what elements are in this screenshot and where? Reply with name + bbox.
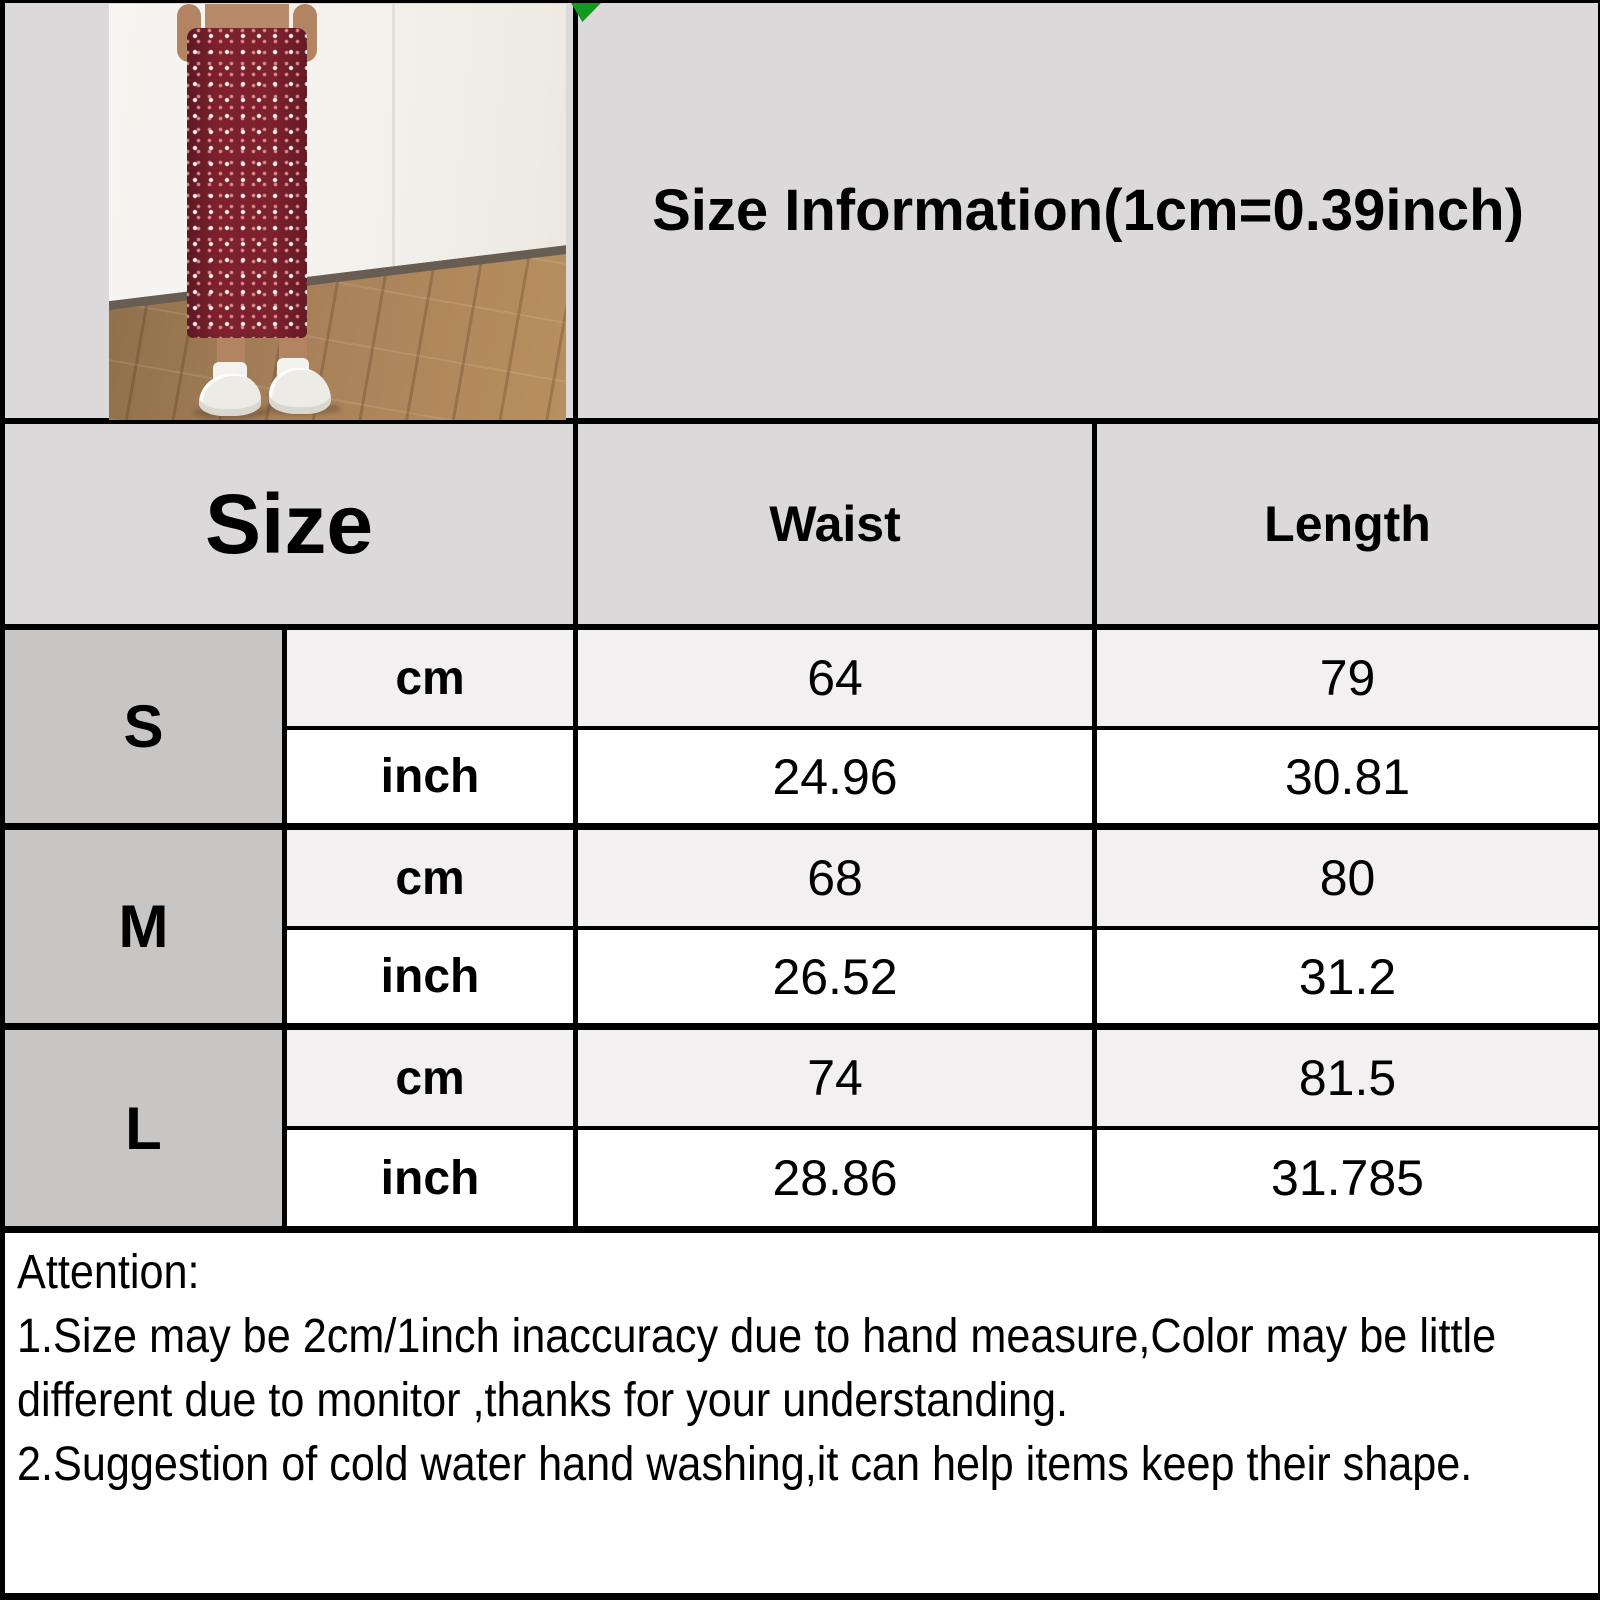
size-information-title: Size Information(1cm=0.39inch): [652, 178, 1524, 243]
size-table: Size Information(1cm=0.39inch) Size Wais…: [5, 3, 1598, 1233]
waist-value: 26.52: [772, 948, 898, 1005]
length-value: 79: [1319, 650, 1376, 706]
size-label-cell-l: L: [5, 1030, 287, 1233]
length-value: 31.2: [1298, 948, 1397, 1005]
attention-heading: Attention:: [17, 1246, 200, 1299]
value-cell: 30.81: [1097, 730, 1598, 830]
attention-line-1: 1.Size may be 2cm/1inch inaccuracy due t…: [17, 1310, 1497, 1363]
unit-cell: cm: [287, 630, 578, 730]
size-information-title-cell: Size Information(1cm=0.39inch): [578, 3, 1598, 424]
value-cell: 24.96: [578, 730, 1097, 830]
length-value: 80: [1319, 850, 1376, 906]
unit-cell: cm: [287, 830, 578, 930]
length-value: 31.785: [1271, 1150, 1424, 1206]
size-label-m: M: [118, 893, 169, 960]
length-column-header-cell: Length: [1097, 424, 1598, 630]
attention-line-3: 2.Suggestion of cold water hand washing,…: [17, 1438, 1473, 1491]
unit-label: cm: [395, 851, 465, 905]
length-value: 30.81: [1284, 748, 1411, 805]
waist-column-header-cell: Waist: [578, 424, 1097, 630]
value-cell: 79: [1097, 630, 1598, 730]
unit-label: inch: [380, 1151, 480, 1205]
length-value: 81.5: [1298, 1050, 1397, 1106]
unit-cell: inch: [287, 1130, 578, 1233]
product-photo: [109, 4, 566, 420]
left-sneaker: [199, 374, 261, 416]
waist-value: 68: [807, 850, 863, 906]
size-label-cell-m: M: [5, 830, 287, 1030]
value-cell: 64: [578, 630, 1097, 730]
waist-value: 24.96: [772, 748, 898, 805]
value-cell: 68: [578, 830, 1097, 930]
size-label-l: L: [125, 1094, 162, 1162]
value-cell: 74: [578, 1030, 1097, 1130]
value-cell: 31.2: [1097, 930, 1598, 1030]
value-cell: 81.5: [1097, 1030, 1598, 1130]
value-cell: 31.785: [1097, 1130, 1598, 1233]
unit-cell: cm: [287, 1030, 578, 1130]
size-column-header-cell: Size: [5, 424, 578, 630]
attention-line-2: different due to monitor ,thanks for you…: [17, 1374, 1069, 1427]
unit-label: inch: [380, 950, 480, 1003]
right-sneaker: [269, 368, 331, 414]
unit-label: cm: [395, 1051, 465, 1105]
unit-cell: inch: [287, 730, 578, 830]
unit-cell: inch: [287, 930, 578, 1030]
unit-label: cm: [395, 651, 465, 705]
size-label-cell-s: S: [5, 630, 287, 830]
waist-value: 64: [807, 650, 863, 706]
attention-notes: Attention: 1.Size may be 2cm/1inch inacc…: [17, 1241, 1598, 1497]
size-column-header: Size: [204, 476, 374, 571]
unit-label: inch: [380, 750, 480, 803]
length-column-header: Length: [1264, 496, 1431, 552]
photo-wall-corner: [392, 4, 396, 279]
waist-value: 74: [807, 1050, 863, 1106]
red-floral-skirt: [187, 28, 307, 338]
value-cell: 80: [1097, 830, 1598, 930]
waist-column-header: Waist: [769, 496, 901, 552]
waist-value: 28.86: [772, 1150, 898, 1206]
size-label-s: S: [123, 693, 164, 760]
product-photo-cell: [5, 3, 578, 424]
value-cell: 28.86: [578, 1130, 1097, 1233]
value-cell: 26.52: [578, 930, 1097, 1030]
